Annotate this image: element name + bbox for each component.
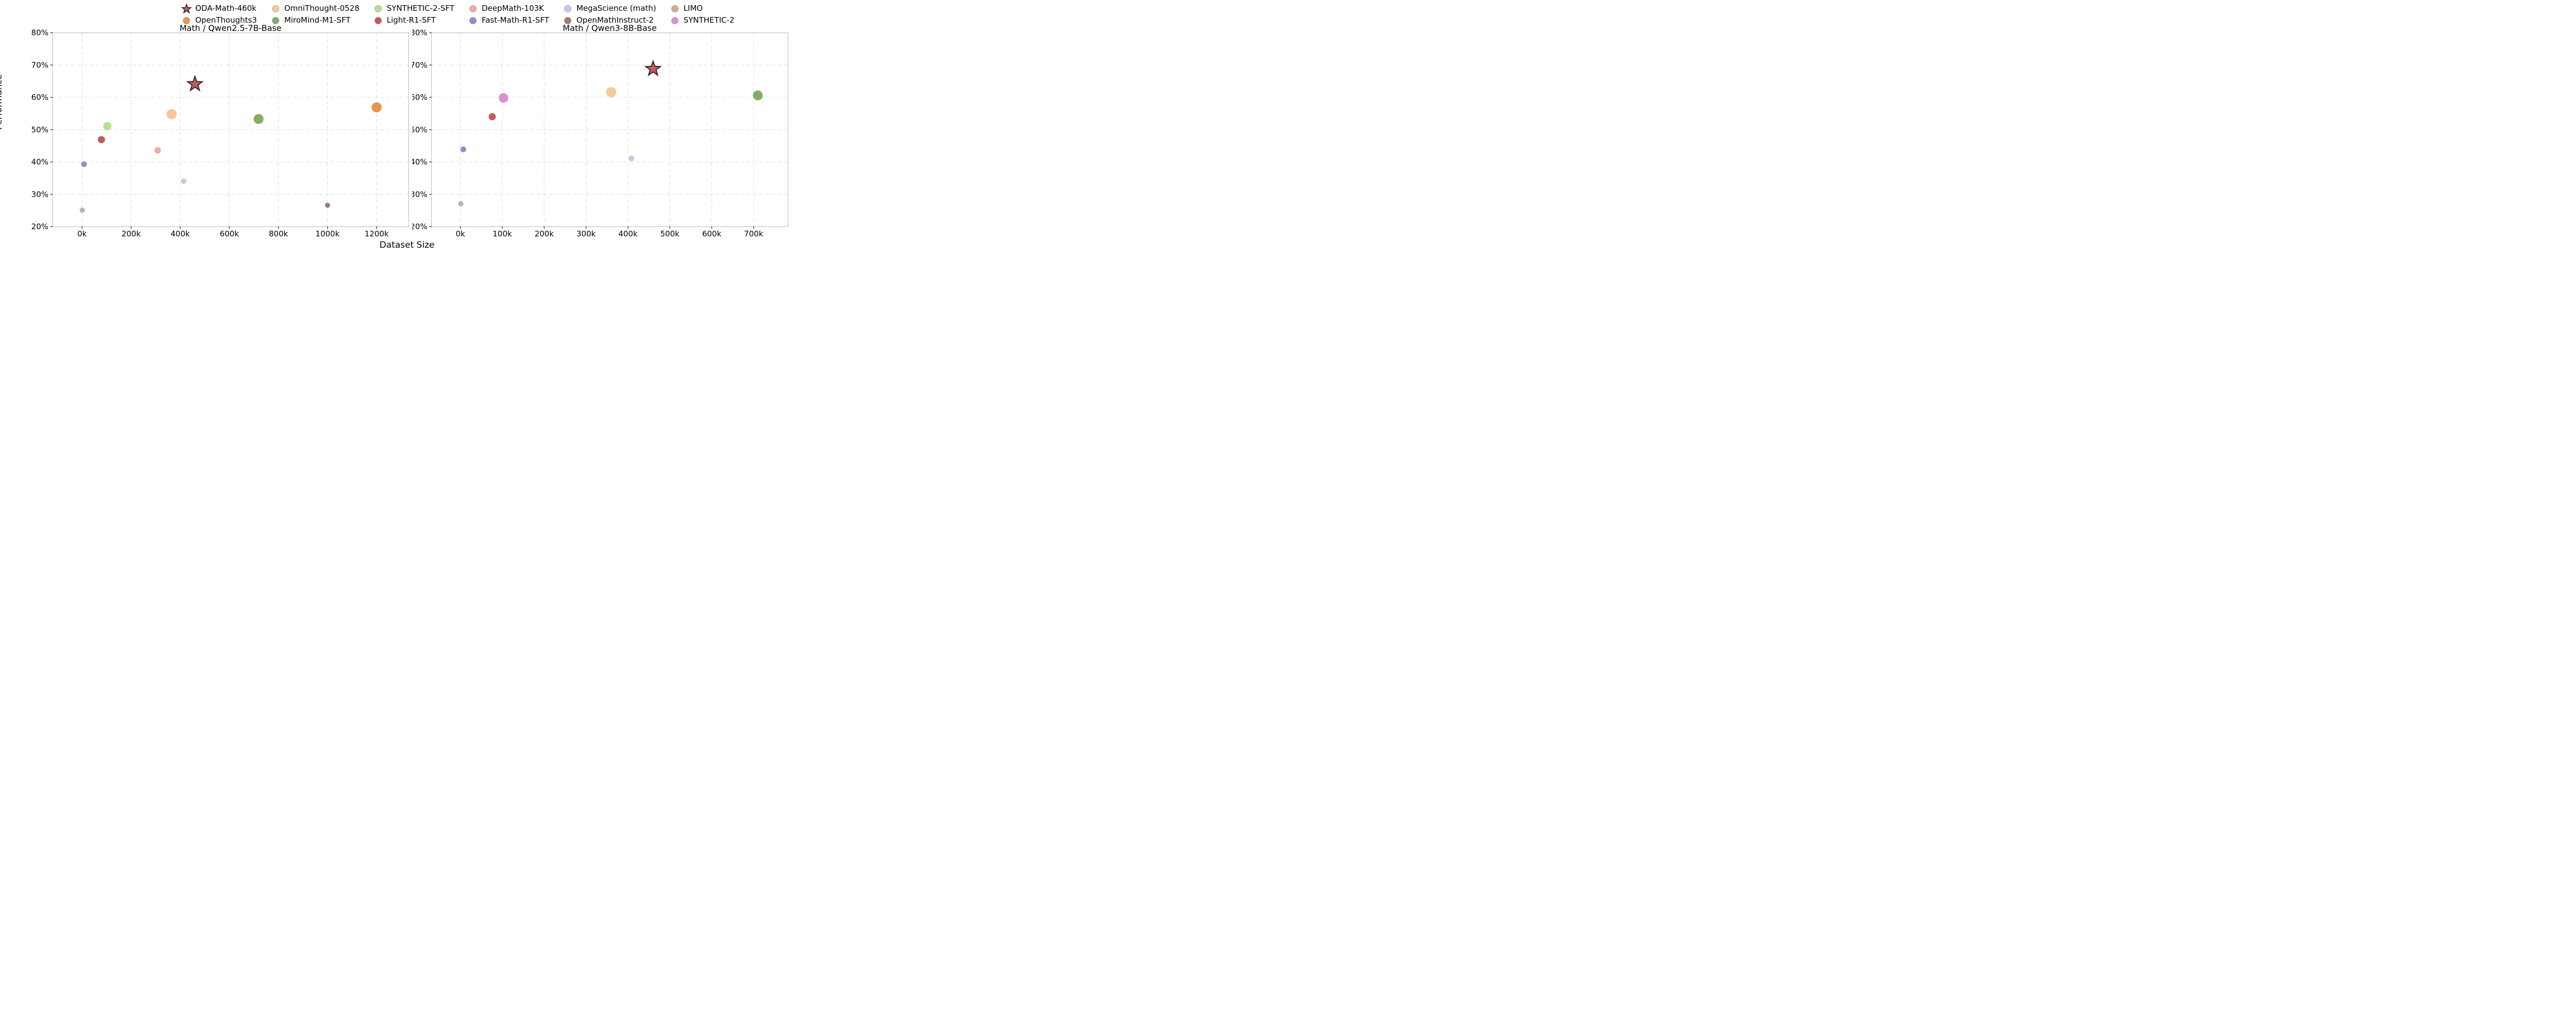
legend-label: Fast-Math-R1-SFT (481, 15, 549, 25)
point-openthoughts3 (371, 102, 382, 113)
point-light-r1-sft (488, 113, 496, 121)
x-tick-label: 200k (122, 229, 141, 238)
point-omnithought-0528 (166, 109, 177, 119)
legend-item-openmathinstruct-2: OpenMathInstruct-2 (563, 14, 656, 26)
point-miromind-m1-sft (253, 114, 264, 124)
y-tick-label: 70% (31, 60, 48, 70)
circle-marker-icon (181, 15, 192, 26)
point-omnithought-0528 (606, 87, 617, 97)
point-limo (458, 201, 464, 207)
legend-item-synthetic-2: SYNTHETIC-2 (670, 14, 735, 26)
point-synthetic-2 (499, 93, 509, 103)
point-oda-math-460k (644, 59, 662, 77)
y-tick-label: 30% (412, 190, 428, 199)
point-megascience-math (629, 156, 634, 161)
x-tick-label: 700k (744, 229, 764, 238)
point-openmathinstruct-2 (325, 202, 330, 208)
point-light-r1-sft (97, 136, 105, 144)
y-tick-label: 80% (31, 28, 48, 38)
point-deepmath-103k (154, 147, 161, 154)
legend-item-synthetic-2-sft: SYNTHETIC-2-SFT (373, 3, 454, 14)
scatter-plot-qwen3-8b: 0k 100k 200k 300k 400k 500k 600k 700k 20% 30% 40% 5… (412, 28, 789, 238)
circle-marker-icon (270, 4, 281, 14)
x-tick-label: 1200k (365, 229, 389, 238)
legend-item-omnithought-0528: OmniThought-0528 (270, 3, 360, 14)
y-tick-label: 40% (412, 158, 428, 167)
legend-label: OpenMathInstruct-2 (576, 15, 654, 25)
x-tick-label: 500k (660, 229, 680, 238)
legend-label: SYNTHETIC-2-SFT (386, 4, 454, 13)
circle-marker-icon (670, 15, 680, 26)
point-oda-math-460k (186, 75, 204, 92)
legend-label: SYNTHETIC-2 (683, 15, 735, 25)
legend-item-deepmath-103k: DeepMath-103K (468, 3, 549, 14)
plot-title-qwen25-7b: Math / Qwen2.5-7B-Base (179, 23, 282, 33)
y-tick-label: 30% (31, 190, 48, 199)
circle-marker-icon (373, 15, 383, 26)
legend-item-megascience-math: MegaScience (math) (563, 3, 656, 14)
legend-label: MiroMind-M1-SFT (284, 15, 351, 25)
point-miromind-m1-sft (753, 90, 763, 100)
x-tick-label: 600k (702, 229, 722, 238)
y-tick-label: 50% (31, 125, 48, 134)
point-fast-math-r1-sft (81, 161, 87, 167)
legend-label: DeepMath-103K (481, 4, 544, 13)
y-axis-label: Performance (0, 74, 4, 130)
circle-marker-icon (373, 4, 383, 14)
figure: ODA-Math-460k OpenThoughts3 OmniThought-05… (0, 0, 790, 253)
legend-label: OmniThought-0528 (284, 4, 360, 13)
legend-label: LIMO (683, 4, 703, 13)
x-tick-label: 200k (535, 229, 554, 238)
y-tick-label: 50% (412, 125, 428, 134)
circle-marker-icon (468, 4, 478, 14)
legend-label: ODA-Math-460k (195, 4, 257, 13)
scatter-plot-qwen25-7b: 0k 200k 400k 600k 800k 1000k 1200k 20% 30% 40% 50%… (31, 28, 409, 238)
x-tick-label: 0k (455, 229, 465, 238)
x-tick-label: 100k (493, 229, 512, 238)
x-tick-label: 1000k (315, 229, 340, 238)
circle-marker-icon (670, 4, 680, 14)
legend-item-oda-math-460k: ODA-Math-460k (181, 3, 257, 14)
legend-label: MegaScience (math) (576, 4, 656, 13)
point-synthetic-2-sft (103, 122, 112, 130)
y-tick-label: 60% (412, 93, 428, 102)
legend-item-openthoughts3: OpenThoughts3 (181, 14, 257, 26)
plot-title-qwen3-8b: Math / Qwen3-8B-Base (563, 23, 657, 33)
y-tick-label: 20% (412, 222, 428, 231)
circle-marker-icon (563, 4, 573, 14)
x-tick-label: 800k (269, 229, 289, 238)
x-tick-label: 0k (77, 229, 87, 238)
x-axis-label: Dataset Size (379, 240, 435, 250)
circle-marker-icon (270, 15, 281, 26)
y-tick-label: 20% (31, 222, 48, 231)
point-megascience-math (181, 178, 187, 184)
legend-item-miromind-m1-sft: MiroMind-M1-SFT (270, 14, 360, 26)
x-tick-label: 400k (171, 229, 190, 238)
x-tick-label: 600k (219, 229, 239, 238)
point-limo (79, 207, 85, 213)
legend-item-light-r1-sft: Light-R1-SFT (373, 14, 454, 26)
legend-label: Light-R1-SFT (386, 15, 436, 25)
y-tick-label: 80% (412, 28, 428, 38)
legend-label: OpenThoughts3 (195, 15, 257, 25)
circle-marker-icon (468, 15, 478, 26)
y-tick-label: 70% (412, 60, 428, 70)
y-tick-label: 40% (31, 158, 48, 167)
circle-marker-icon (563, 15, 573, 26)
x-tick-label: 300k (577, 229, 596, 238)
legend-item-limo: LIMO (670, 3, 735, 14)
star-marker-icon (181, 3, 192, 14)
y-tick-label: 60% (31, 93, 48, 102)
legend-item-fast-math-r1-sft: Fast-Math-R1-SFT (468, 14, 549, 26)
legend: ODA-Math-460k OpenThoughts3 OmniThought-05… (181, 3, 734, 26)
x-tick-label: 400k (618, 229, 638, 238)
point-fast-math-r1-sft (460, 146, 466, 152)
